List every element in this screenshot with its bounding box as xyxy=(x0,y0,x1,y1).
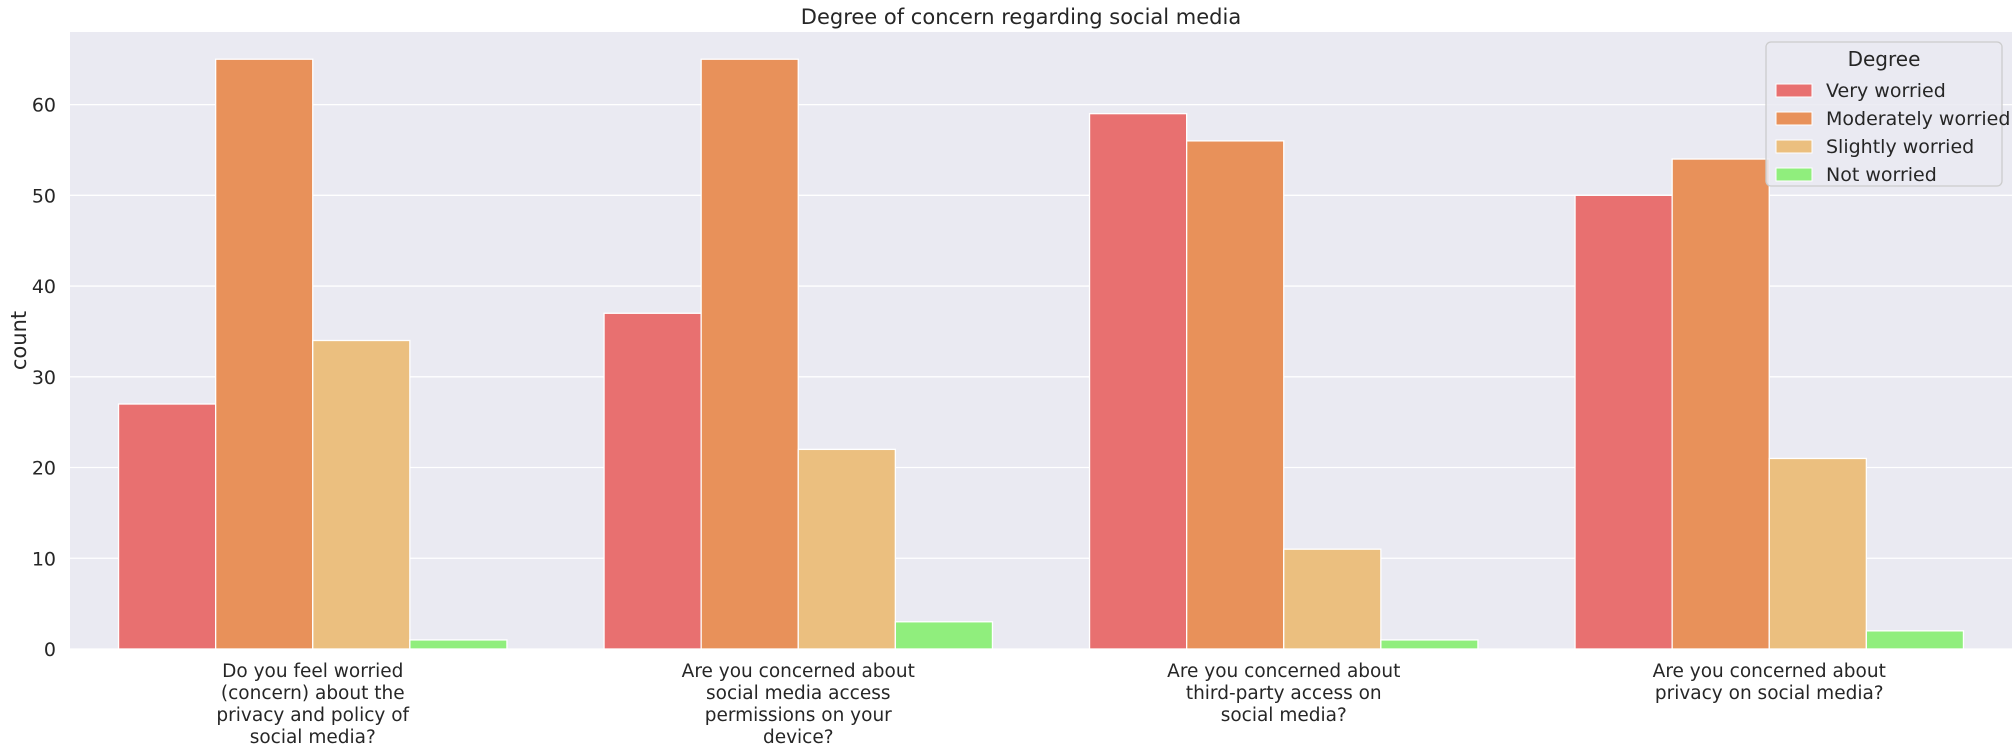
bar-slightly-worried xyxy=(1283,548,1382,650)
bar-slightly-worried xyxy=(312,339,411,650)
y-tick-label: 40 xyxy=(32,276,56,298)
legend: Degree Very worried Moderately worried Slig… xyxy=(1765,41,2010,187)
x-tick-label: Do you feel worried (concern) about the pr… xyxy=(216,661,409,748)
y-axis-label: count xyxy=(7,311,31,370)
x-tick-label: Are you concerned about privacy on social… xyxy=(1653,661,1886,704)
legend-swatch xyxy=(1775,167,1813,182)
legend-label: Moderately worried xyxy=(1826,108,2010,130)
y-tick-labels: 0 10 20 30 40 50 60 xyxy=(32,95,56,661)
y-tick-label: 20 xyxy=(32,458,56,480)
legend-label: Very worried xyxy=(1826,80,1946,102)
legend-swatch xyxy=(1775,139,1813,154)
bar-not-worried xyxy=(1865,630,1965,650)
bar-moderately-worried xyxy=(1671,158,1770,650)
bar-moderately-worried xyxy=(1186,140,1285,650)
chart-title: Degree of concern regarding social media xyxy=(801,5,1241,29)
x-tick-labels: Do you feel worried (concern) about the pr… xyxy=(216,661,1885,748)
bar-moderately-worried xyxy=(214,58,314,650)
y-tick-label: 10 xyxy=(32,548,56,570)
bar-not-worried xyxy=(1380,639,1479,650)
bars xyxy=(117,58,1965,650)
legend-swatch xyxy=(1775,111,1813,126)
bar-not-worried xyxy=(409,639,508,650)
legend-title: Degree xyxy=(1848,47,1921,71)
y-tick-label: 30 xyxy=(32,367,56,389)
y-tick-label: 0 xyxy=(44,639,56,661)
bar-moderately-worried xyxy=(700,58,799,650)
bar-very-worried xyxy=(1088,113,1188,650)
x-tick-label: Are you concerned about social media acce… xyxy=(682,661,915,748)
legend-swatch xyxy=(1775,83,1813,98)
bar-slightly-worried xyxy=(797,448,896,650)
bar-very-worried xyxy=(1574,194,1673,650)
y-tick-label: 50 xyxy=(32,185,56,207)
bar-very-worried xyxy=(117,403,217,650)
bar-slightly-worried xyxy=(1768,457,1867,650)
bar-very-worried xyxy=(603,312,702,650)
legend-label: Slightly worried xyxy=(1826,136,1974,158)
x-tick-label: Are you concerned about third-party acces… xyxy=(1167,661,1400,726)
y-tick-label: 60 xyxy=(32,95,56,117)
bar-not-worried xyxy=(894,621,994,650)
legend-frame xyxy=(1765,41,2003,187)
legend-label: Not worried xyxy=(1826,164,1937,186)
